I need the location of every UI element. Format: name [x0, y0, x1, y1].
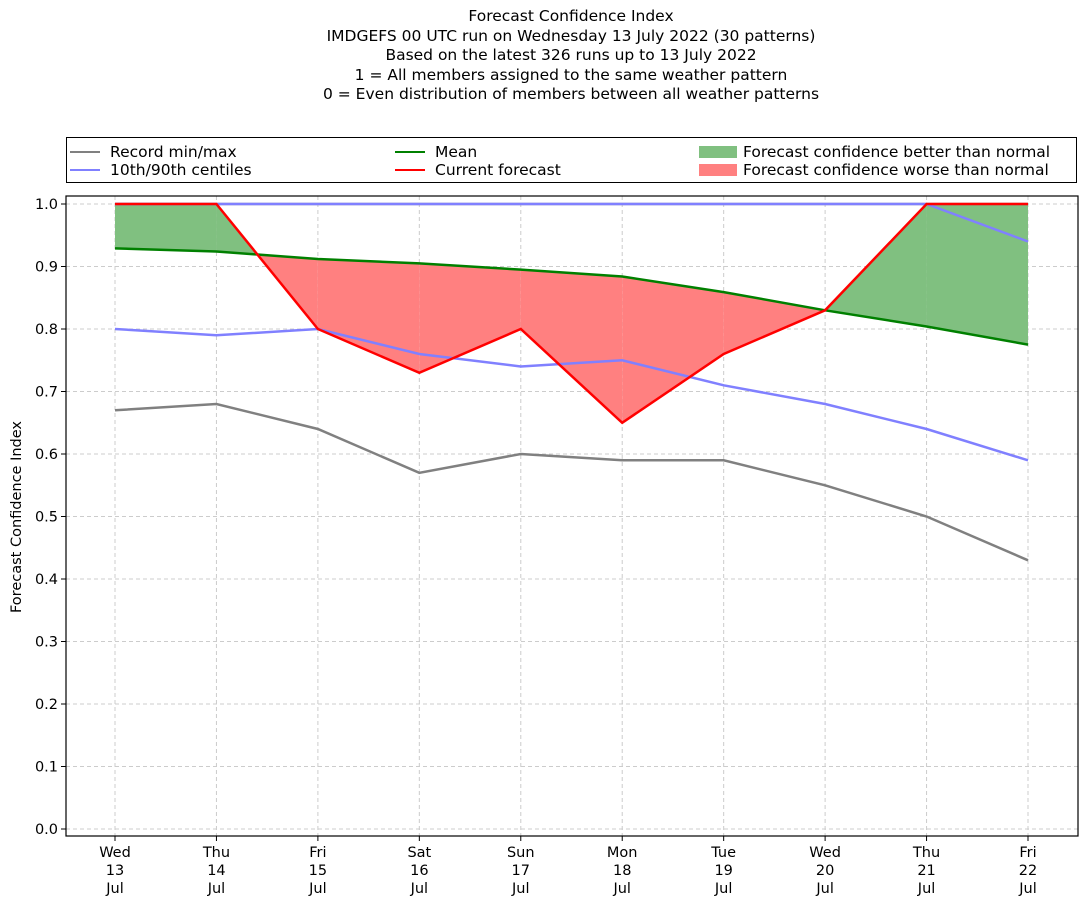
legend-item-current: Current forecast: [395, 161, 561, 179]
fill-worse-than-normal: [419, 263, 521, 373]
x-tick-label-day: Sat: [407, 845, 431, 861]
legend-label-mean: Mean: [435, 143, 478, 161]
x-tick-label-day: Mon: [607, 845, 638, 861]
legend: Record min/max 10th/90th centiles Mean C…: [66, 137, 1077, 183]
legend-item-better: Forecast confidence better than normal: [699, 143, 1050, 161]
y-axis-label: Forecast Confidence Index: [9, 421, 25, 613]
x-tick-label-day: Fri: [309, 845, 326, 861]
x-tick-label-month: Jul: [308, 881, 327, 897]
x-tick-label-month: Jul: [917, 881, 936, 897]
legend-swatch-mean: [395, 150, 425, 154]
legend-label-centiles: 10th/90th centiles: [110, 161, 252, 179]
title-line-1: Forecast Confidence Index: [468, 7, 674, 25]
series-line-mean: [114, 247, 1029, 346]
title-line-2: IMDGEFS 00 UTC run on Wednesday 13 July …: [326, 26, 816, 45]
fill-worse-than-normal: [622, 276, 724, 423]
legend-swatch-better: [699, 146, 737, 158]
legend-swatch-centiles: [70, 168, 100, 172]
fill-better-than-normal: [825, 204, 927, 327]
x-axis: Wed 13 Jul Thu 14 Jul Fri 15 Jul Sat 16 Jul Sun 17 Jul…: [99, 836, 1037, 897]
legend-swatch-record: [70, 150, 100, 154]
fill-better-than-normal: [926, 204, 1028, 345]
y-tick-label: 0.4: [35, 572, 58, 588]
x-tick-label-date: 19: [714, 863, 732, 879]
x-tick-label-date: 17: [512, 863, 530, 879]
x-tick-label-date: 21: [917, 863, 935, 879]
chart-title: Forecast Confidence Index IMDGEFS 00 UTC…: [0, 7, 1092, 105]
x-tick-label-day: Thu: [202, 845, 230, 861]
legend-swatch-worse: [699, 164, 737, 176]
x-tick-label-month: Jul: [410, 881, 429, 897]
y-tick-label: 0.3: [35, 635, 58, 651]
x-tick-label-month: Jul: [511, 881, 530, 897]
x-tick-label-month: Jul: [815, 881, 834, 897]
x-tick-label-day: Tue: [710, 845, 736, 861]
legend-item-mean: Mean: [395, 143, 477, 161]
x-tick-label-date: 16: [410, 863, 428, 879]
x-tick-label-month: Jul: [207, 881, 226, 897]
title-line-5: 0 = Even distribution of members between…: [322, 85, 820, 104]
legend-swatch-current: [395, 168, 425, 172]
x-tick-label-date: 20: [816, 863, 834, 879]
y-tick-label: 0.9: [35, 260, 58, 276]
x-tick-label-date: 15: [309, 863, 327, 879]
series-line-10th-centile: [114, 327, 1029, 462]
x-tick-label-date: 14: [207, 863, 225, 879]
y-tick-label: 0.0: [35, 822, 58, 838]
legend-label-worse: Forecast confidence worse than normal: [743, 161, 1049, 179]
x-tick-label-month: Jul: [612, 881, 631, 897]
x-tick-label-month: Jul: [1018, 881, 1037, 897]
y-tick-label: 0.6: [35, 447, 58, 463]
x-tick-label-day: Wed: [809, 845, 841, 861]
legend-label-better: Forecast confidence better than normal: [743, 143, 1051, 161]
y-tick-label: 0.8: [35, 322, 58, 338]
series-line-90th-centile: [115, 202, 1029, 243]
fill-worse-than-normal: [723, 292, 826, 354]
fill-worse-than-normal: [520, 269, 623, 423]
y-tick-label: 1.0: [35, 197, 58, 213]
x-tick-label-month: Jul: [105, 881, 124, 897]
x-tick-label-day: Thu: [912, 845, 940, 861]
title-line-3: Based on the latest 326 runs up to 13 Ju…: [385, 46, 757, 65]
fill-areas: [115, 204, 1028, 423]
title-line-4: 1 = All members assigned to the same wea…: [354, 65, 788, 84]
legend-item-worse: Forecast confidence worse than normal: [699, 161, 1049, 179]
fill-better-than-normal: [115, 204, 217, 252]
y-axis: 0.0 0.1 0.2 0.3 0.4 0.5 0.6 0.7 0.8 0.9 1.0: [35, 197, 66, 838]
series-lines: [114, 202, 1029, 562]
series-line-record-min: [114, 402, 1029, 562]
x-tick-label-day: Sun: [507, 845, 535, 861]
legend-item-record: Record min/max: [70, 143, 237, 161]
x-tick-label-date: 18: [613, 863, 631, 879]
y-tick-label: 0.2: [35, 697, 58, 713]
x-tick-label-month: Jul: [714, 881, 733, 897]
y-tick-label: 0.1: [35, 760, 58, 776]
x-tick-label-date: 13: [106, 863, 124, 879]
fill-worse-than-normal: [317, 259, 420, 373]
x-tick-label-date: 22: [1019, 863, 1037, 879]
legend-label-record: Record min/max: [110, 143, 237, 161]
y-tick-label: 0.7: [35, 385, 58, 401]
legend-label-current: Current forecast: [435, 161, 561, 179]
x-tick-label-day: Wed: [99, 845, 131, 861]
series-line-current-forecast: [115, 202, 1028, 425]
x-tick-label-day: Fri: [1019, 845, 1036, 861]
legend-item-centiles: 10th/90th centiles: [70, 161, 252, 179]
y-tick-label: 0.5: [35, 510, 58, 526]
